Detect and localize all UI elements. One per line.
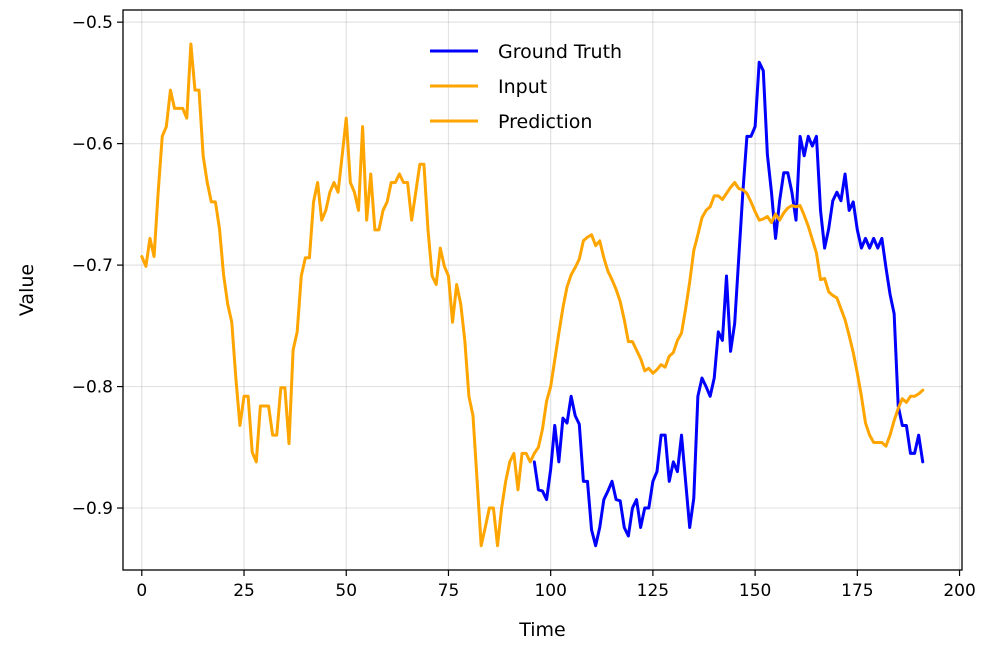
x-axis: 0 25 50 75 100 125 150 175 200 [136, 570, 976, 601]
y-tick-label: −0.7 [72, 256, 113, 276]
series-lines [140, 42, 925, 548]
x-tick-label: 175 [841, 581, 873, 601]
series-line-input [140, 42, 536, 548]
x-axis-label: Time [518, 619, 566, 641]
x-tick-label: 50 [335, 581, 357, 601]
plot-area-frame [122, 9, 963, 571]
x-tick-label: 0 [136, 581, 147, 601]
y-tick-label: −0.5 [72, 13, 113, 33]
x-tick-label: 200 [943, 581, 975, 601]
legend: Ground Truth Input Prediction [430, 41, 622, 133]
y-tick-label: −0.6 [72, 135, 113, 155]
legend-label-prediction: Prediction [498, 111, 592, 133]
y-gridlines [123, 21, 962, 509]
x-tick-label: 75 [438, 581, 460, 601]
y-axis: −0.9 −0.8 −0.7 −0.6 −0.5 [72, 13, 123, 519]
x-tick-label: 25 [233, 581, 255, 601]
y-axis-label: Value [16, 264, 38, 316]
x-tick-label: 150 [739, 581, 771, 601]
x-gridlines [141, 10, 961, 570]
legend-label-ground-truth: Ground Truth [498, 41, 622, 63]
y-tick-label: −0.8 [72, 378, 113, 398]
series-line-prediction [532, 180, 925, 455]
x-tick-label: 100 [534, 581, 566, 601]
legend-label-input: Input [498, 76, 547, 98]
x-tick-label: 125 [637, 581, 669, 601]
series-line-ground-truth [532, 60, 925, 548]
y-tick-label: −0.9 [72, 499, 113, 519]
